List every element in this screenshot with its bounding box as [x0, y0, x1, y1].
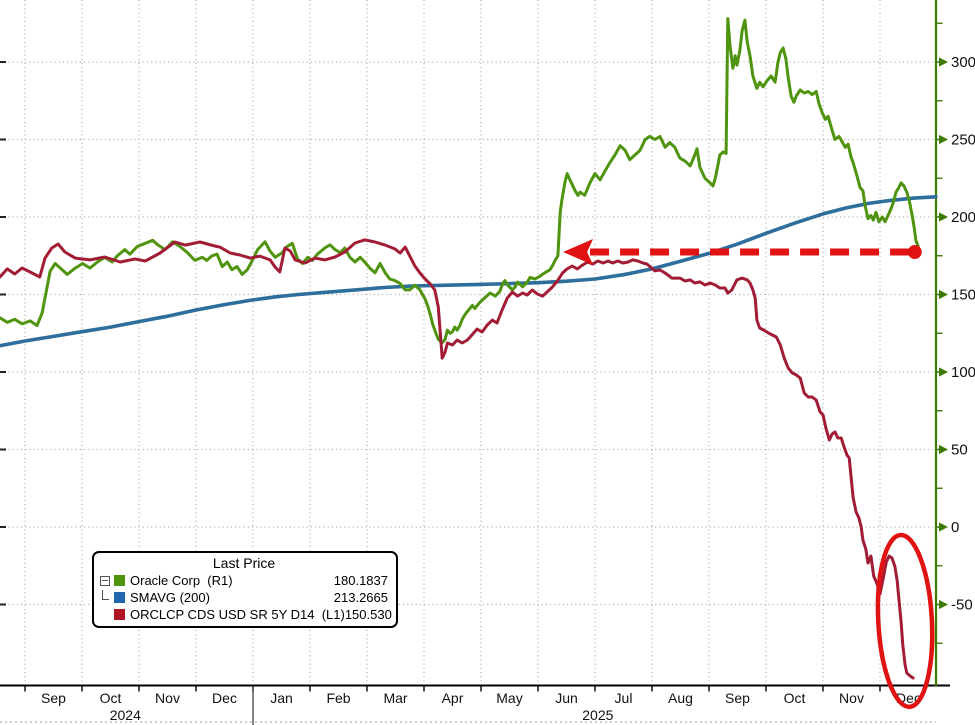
- chart-legend[interactable]: Last Price Oracle Corp (R1) 180.1837 SMA…: [92, 551, 398, 628]
- svg-text:-50: -50: [951, 597, 973, 614]
- svg-text:Sep: Sep: [41, 690, 66, 706]
- vertical-gridlines: [24, 0, 881, 685]
- legend-label-smavg: SMAVG (200): [130, 590, 210, 605]
- svg-text:Dec: Dec: [212, 690, 237, 706]
- svg-text:Feb: Feb: [326, 690, 350, 706]
- legend-swatch-smavg: [114, 592, 125, 603]
- svg-text:Jan: Jan: [270, 690, 293, 706]
- svg-text:Aug: Aug: [668, 690, 693, 706]
- svg-text:250: 250: [951, 132, 975, 149]
- svg-text:200: 200: [951, 209, 975, 226]
- legend-swatch-oracle: [114, 575, 125, 586]
- svg-text:Oct: Oct: [100, 690, 122, 706]
- tree-branch-icon: [102, 589, 109, 600]
- legend-row-cds[interactable]: ORCLCP CDS USD SR 5Y D14 (L1) 150.530: [100, 606, 392, 623]
- axis-lines: [0, 0, 950, 687]
- legend-value-oracle: 180.1837: [333, 573, 388, 588]
- legend-label-oracle: Oracle Corp (R1): [130, 573, 233, 588]
- left-axis-ticks: [0, 61, 6, 606]
- tree-collapse-icon[interactable]: [100, 575, 110, 586]
- svg-text:0: 0: [951, 519, 959, 536]
- svg-text:2025: 2025: [582, 707, 613, 723]
- legend-row-smavg[interactable]: SMAVG (200) 213.2665: [100, 589, 388, 606]
- svg-text:150: 150: [951, 287, 975, 304]
- svg-text:2024: 2024: [110, 707, 141, 723]
- data-series-lines: [0, 17, 938, 680]
- legend-swatch-cds: [114, 609, 125, 620]
- svg-text:Mar: Mar: [383, 690, 407, 706]
- svg-text:100: 100: [951, 364, 975, 381]
- x-axis-ticks-and-labels: Sep Oct Nov Dec Jan Feb Mar Apr May Jun Jul Aug Sep O…: [24, 686, 921, 725]
- svg-text:Oct: Oct: [784, 690, 806, 706]
- svg-text:Jun: Jun: [555, 690, 578, 706]
- svg-text:Jul: Jul: [615, 690, 633, 706]
- legend-row-oracle[interactable]: Oracle Corp (R1) 180.1837: [100, 572, 388, 589]
- svg-text:50: 50: [951, 442, 968, 459]
- legend-value-smavg: 213.2665: [333, 590, 388, 605]
- svg-text:May: May: [496, 690, 522, 706]
- svg-text:300: 300: [951, 54, 975, 71]
- svg-text:Sep: Sep: [725, 690, 750, 706]
- svg-text:Nov: Nov: [839, 690, 864, 706]
- legend-label-cds: ORCLCP CDS USD SR 5Y D14 (L1): [130, 607, 345, 622]
- svg-text:Nov: Nov: [155, 690, 180, 706]
- svg-text:Apr: Apr: [442, 690, 464, 706]
- red-annotations: [563, 239, 935, 710]
- legend-value-cds: 150.530: [344, 607, 392, 622]
- right-axis-ticks-and-labels: 300 250 200 150 100 50 0 -50: [936, 22, 975, 644]
- legend-title: Last Price: [212, 555, 276, 571]
